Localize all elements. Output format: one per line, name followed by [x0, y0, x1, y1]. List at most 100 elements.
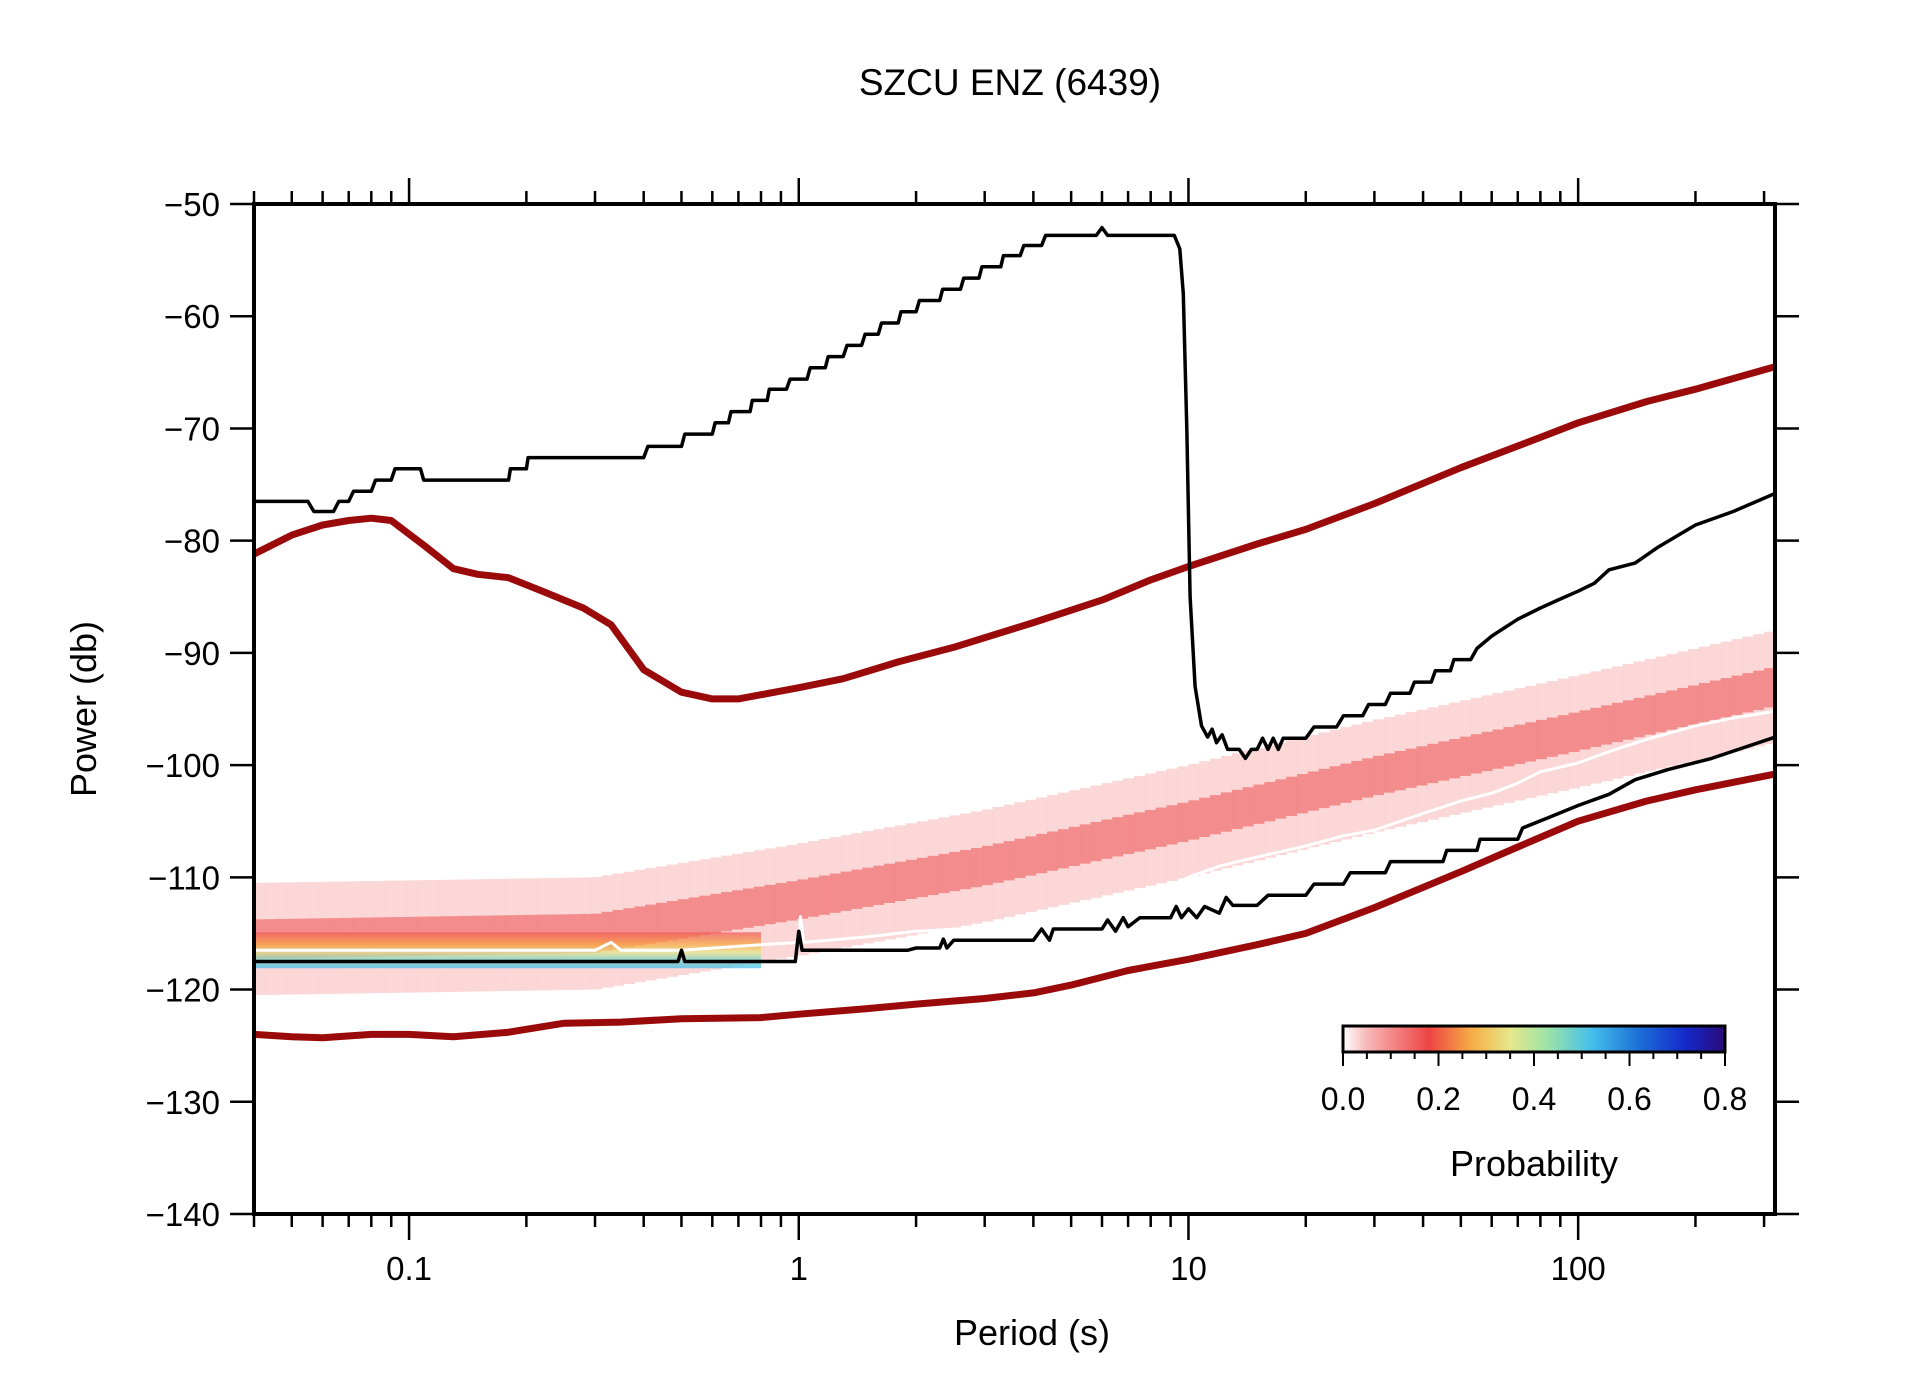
density-cell [775, 883, 787, 923]
density-cell [1253, 784, 1265, 824]
density-cell [1525, 722, 1537, 762]
series-min-line [254, 735, 1775, 964]
x-axis-label: Period (s) [954, 1312, 1110, 1353]
density-cell [1644, 695, 1657, 735]
density-cell [1318, 768, 1331, 809]
density-cell [1720, 678, 1733, 718]
density-cell [1090, 821, 1103, 862]
axis-ticks [230, 178, 1799, 1240]
colorbar-tick-label: 0.8 [1703, 1081, 1747, 1117]
density-cell [1470, 734, 1483, 774]
y-tick-label: −110 [148, 859, 220, 896]
density-cell [1753, 670, 1765, 710]
density-cell [992, 843, 1005, 883]
density-cell [1535, 719, 1548, 760]
density-cell [1546, 717, 1559, 757]
density-cell [873, 865, 885, 905]
density-cell [1014, 838, 1026, 878]
density-cell [1655, 692, 1667, 733]
density-cell [981, 845, 994, 886]
x-tick-label: 10 [1170, 1250, 1207, 1287]
density-cell [938, 853, 950, 894]
density-cell [1633, 697, 1646, 738]
density-cell [764, 884, 777, 925]
density-cell [1579, 710, 1591, 750]
y-tick-labels: −50 −60 −70 −80 −90 −100 −110 −120 −130 −140 [146, 186, 220, 1233]
density-cell [960, 849, 972, 890]
y-tick-label: −60 [164, 298, 220, 335]
density-cell [1481, 731, 1494, 772]
density-cell [1155, 807, 1168, 847]
density-cell [1438, 741, 1450, 781]
y-tick-label: −100 [146, 747, 220, 784]
y-tick-label: −130 [146, 1084, 220, 1121]
density-cell [1622, 700, 1635, 740]
density-cell [753, 886, 766, 926]
density-cell [1112, 817, 1124, 857]
y-tick-label: −70 [164, 410, 220, 447]
density-cell [1688, 685, 1700, 725]
density-cell [677, 899, 690, 939]
density-cell [829, 873, 842, 913]
density-cell [1123, 814, 1135, 855]
density-cell [721, 892, 733, 932]
density-cell [1166, 805, 1179, 845]
density-cell [655, 902, 668, 943]
density-cell [1492, 729, 1504, 769]
density-cell [1698, 683, 1711, 723]
density-cell [1557, 715, 1570, 755]
density-cell [1134, 812, 1146, 852]
density-cell [1731, 675, 1744, 715]
colorbar-tick-label: 0.6 [1607, 1081, 1651, 1117]
density-cell [1503, 727, 1515, 767]
density-cell [1514, 724, 1526, 764]
colorbar-tick-label: 0.2 [1416, 1081, 1460, 1117]
density-cell [1394, 751, 1407, 791]
density-cell [1383, 753, 1396, 793]
y-tick-label: −80 [164, 523, 220, 560]
colorbar-gradient [1341, 1024, 1727, 1054]
colorbar: 0.0 0.2 0.4 0.6 0.8 Probability [1321, 1024, 1747, 1184]
density-cell [916, 857, 929, 898]
density-cell [612, 910, 624, 950]
density-cell [840, 871, 853, 911]
density-cell [1329, 766, 1342, 806]
density-cell [1231, 789, 1244, 830]
density-cell [732, 890, 744, 930]
colorbar-tick-label: 0.4 [1512, 1081, 1556, 1117]
density-cell [1351, 760, 1363, 801]
density-cell [1416, 746, 1428, 786]
density-cell [1677, 687, 1689, 728]
density-cell [1286, 776, 1298, 816]
series-max-line [254, 225, 1775, 761]
density-cell [1296, 774, 1309, 814]
series-layer [254, 225, 1775, 1042]
density-cell [905, 859, 918, 900]
density-cell [1101, 819, 1113, 859]
chart-title: SZCU ENZ (6439) [859, 62, 1161, 103]
density-cell [1742, 673, 1754, 713]
y-tick-label: −90 [164, 635, 220, 672]
density-cell [1275, 779, 1287, 819]
density-cell [1601, 705, 1613, 745]
density-cell [742, 888, 755, 928]
density-cell [894, 861, 907, 902]
plot-frame [252, 202, 1777, 1216]
density-cell [818, 875, 831, 915]
density-cell [1666, 690, 1678, 730]
density-cell [1210, 795, 1222, 835]
density-cell [971, 847, 983, 888]
colorbar-ticks: 0.0 0.2 0.4 0.6 0.8 [1321, 1052, 1747, 1117]
density-cell [1373, 755, 1385, 796]
density-cell [1047, 831, 1059, 871]
x-tick-label: 100 [1551, 1250, 1606, 1287]
colorbar-label: Probability [1450, 1143, 1618, 1184]
density-cell [710, 893, 722, 934]
density-cell [1144, 809, 1157, 850]
series-nhnm-line [254, 363, 1775, 703]
density-cell [1025, 836, 1037, 876]
density-cell [1068, 826, 1081, 867]
x-tick-label: 1 [790, 1250, 808, 1287]
density-cell [1079, 824, 1092, 864]
